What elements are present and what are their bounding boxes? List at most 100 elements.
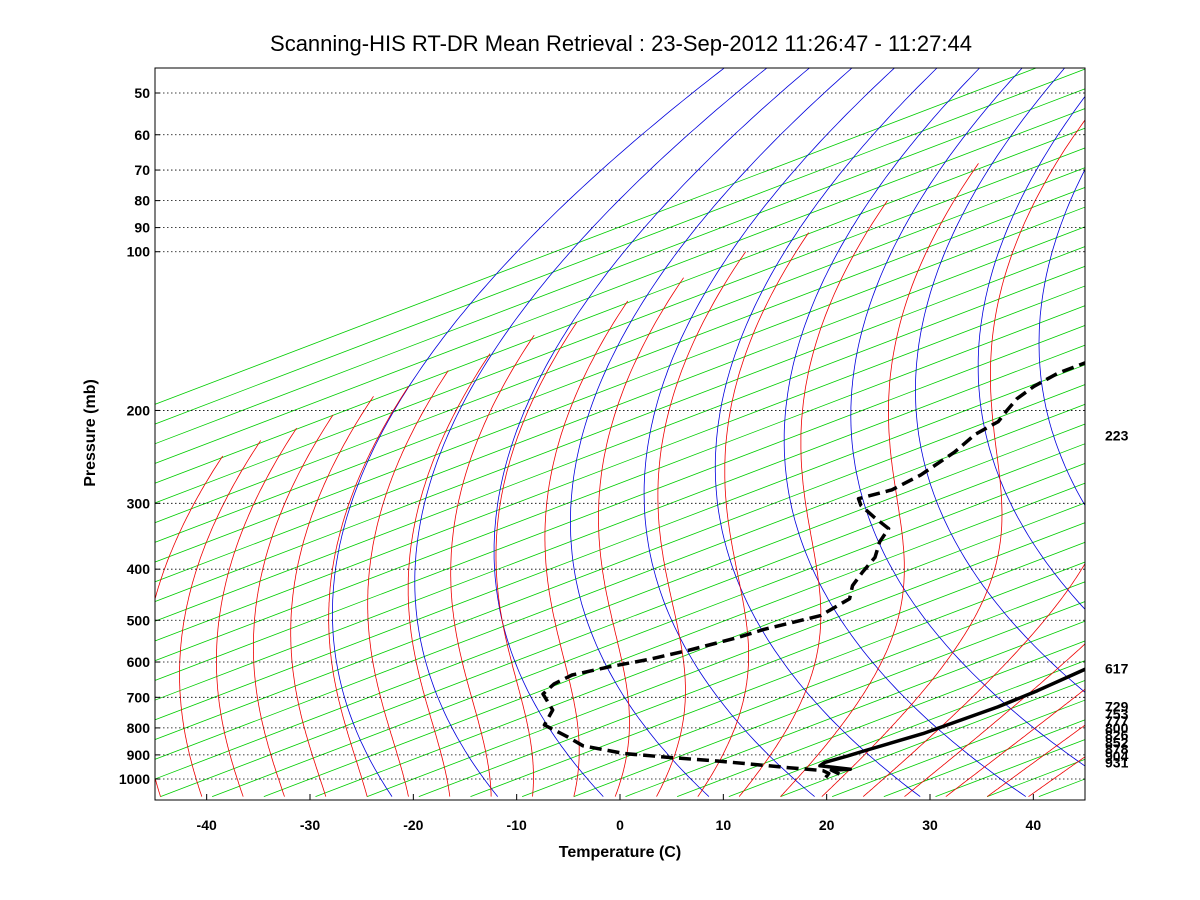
level-label: 753 <box>1105 706 1129 722</box>
pressure-tick-label: 70 <box>134 162 150 178</box>
pressure-tick-label: 700 <box>127 689 151 705</box>
level-label: 777 <box>1105 713 1129 729</box>
isotherm-line <box>470 561 1085 797</box>
isotherm-line <box>625 620 1085 797</box>
isotherm-line <box>155 186 1085 543</box>
isotherm-line <box>522 581 1085 797</box>
x-axis-label: Temperature (C) <box>559 844 681 861</box>
dry-adiabat-line <box>850 68 1085 767</box>
temperature-profile-line <box>818 667 1085 776</box>
pressure-tick-label: 800 <box>127 720 151 736</box>
moist-adiabat-line <box>179 440 262 797</box>
chart-title: Scanning-HIS RT-DR Mean Retrieval : 23-S… <box>270 31 972 56</box>
dewpoint-profile-line <box>541 361 1085 779</box>
level-label: 878 <box>1105 741 1129 757</box>
moist-adiabat-line <box>155 455 224 797</box>
moist-adiabat-line <box>821 119 1085 797</box>
pressure-tick-label: 400 <box>127 561 151 577</box>
moist-adiabat-line <box>986 724 1085 797</box>
isotherm-line <box>155 325 1085 681</box>
isotherm-line <box>155 68 1085 425</box>
temperature-tick-label: 40 <box>1026 817 1042 833</box>
background-adiabats-isotherms <box>155 64 1200 797</box>
dry-adiabat-line <box>643 68 896 797</box>
isotherm-line <box>677 640 1085 797</box>
moist-adiabat-line <box>367 370 449 797</box>
isotherm-line <box>883 719 1085 797</box>
moist-adiabat-line <box>945 688 1085 797</box>
temperature-tick-label: 20 <box>819 817 835 833</box>
level-label: 617 <box>1105 660 1129 676</box>
moist-adiabat-line <box>598 277 684 797</box>
dry-adiabat-line <box>569 68 853 797</box>
isotherm-line <box>155 285 1085 642</box>
level-label: 931 <box>1105 755 1129 771</box>
isotherm-line <box>155 384 1085 740</box>
pressure-tick-label: 60 <box>134 127 150 143</box>
isotherm-line <box>263 482 1085 797</box>
isotherm-line <box>212 463 1085 797</box>
dry-adiabat-line <box>783 68 1027 797</box>
moist-adiabat-line <box>252 414 334 797</box>
isotherm-line <box>418 541 1085 797</box>
dry-adiabat-line <box>331 68 725 797</box>
temperature-tick-label: 0 <box>616 817 624 833</box>
pressure-tick-label: 1000 <box>119 771 150 787</box>
dry-adiabat-line <box>714 68 938 797</box>
moist-adiabat-line <box>290 396 374 797</box>
isotherm-line <box>155 344 1085 701</box>
level-label: 852 <box>1105 734 1129 750</box>
moist-adiabat-line <box>215 427 297 797</box>
pressure-tick-label: 300 <box>127 495 151 511</box>
sounding-profiles <box>541 361 1085 779</box>
pressure-tick-label: 200 <box>127 402 151 418</box>
isotherm-line <box>155 88 1085 445</box>
isotherm-line <box>155 305 1085 662</box>
pressure-tick-label: 80 <box>134 193 150 209</box>
pressure-tick-label: 900 <box>127 747 151 763</box>
level-label: 800 <box>1105 720 1129 736</box>
temperature-tick-label: -20 <box>403 817 423 833</box>
isotherm-line <box>155 167 1085 524</box>
isotherm-line <box>155 108 1085 464</box>
dry-adiabat-line <box>977 95 1085 610</box>
isotherm-line <box>987 758 1085 797</box>
moist-adiabat-line <box>656 251 747 797</box>
isotherm-line <box>155 246 1085 602</box>
pressure-gridlines <box>155 92 1085 780</box>
temperature-tick-label: -30 <box>300 817 320 833</box>
dry-adiabat-line <box>493 68 810 797</box>
pressure-tick-label: 90 <box>134 220 150 236</box>
pressure-tick-label: 50 <box>134 85 150 101</box>
moist-adiabat-line <box>780 163 979 797</box>
moist-adiabat-line <box>544 300 629 797</box>
isotherm-line <box>155 127 1085 484</box>
isotherm-line <box>155 206 1085 563</box>
y-axis-label: Pressure (mb) <box>82 379 99 487</box>
moist-adiabat-line <box>904 643 1085 797</box>
moist-adiabat-line <box>450 334 535 797</box>
level-label: 729 <box>1105 699 1129 715</box>
isotherm-line <box>367 522 1085 797</box>
isotherm-line <box>155 265 1085 622</box>
dry-adiabat-line <box>915 68 1085 693</box>
temperature-tick-label: 30 <box>922 817 938 833</box>
moist-adiabat-line <box>495 321 578 797</box>
level-label: 826 <box>1105 727 1129 743</box>
pressure-tick-label: 100 <box>127 244 151 260</box>
isotherm-line <box>155 423 1085 780</box>
temperature-tick-label: 10 <box>716 817 732 833</box>
isotherm-line <box>160 443 1085 797</box>
isotherm-line <box>155 68 1038 405</box>
level-label: 904 <box>1105 748 1129 764</box>
isotherm-line <box>315 502 1085 797</box>
isotherm-line <box>573 601 1085 797</box>
isotherm-line <box>780 679 1085 797</box>
level-label: 223 <box>1105 427 1129 443</box>
dry-adiabat-line <box>1156 64 1200 797</box>
isotherm-line <box>155 147 1085 504</box>
pressure-tick-label: 500 <box>127 612 151 628</box>
temperature-axis: -40 -30 -20 -10 0 10 20 30 40 <box>197 794 1042 833</box>
